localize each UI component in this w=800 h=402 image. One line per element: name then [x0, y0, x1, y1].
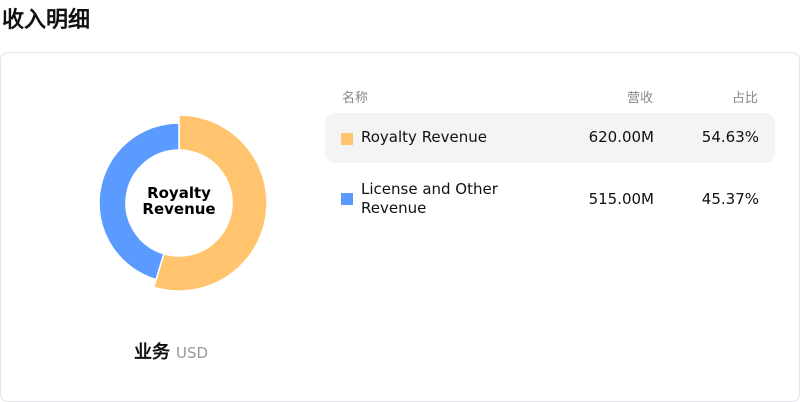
- row-share: 54.63%: [701, 128, 759, 146]
- table-row[interactable]: License and Other Revenue 515.00M 45.37%: [325, 173, 775, 227]
- row-revenue: 515.00M: [588, 190, 654, 208]
- legend-swatch: [341, 193, 353, 205]
- business-label: 业务 USD: [134, 338, 208, 364]
- header-revenue: 营收: [627, 91, 654, 106]
- donut-slice[interactable]: [98, 122, 180, 281]
- page-title: 收入明细: [2, 8, 91, 33]
- row-name: Royalty Revenue: [361, 128, 488, 146]
- header-share: 占比: [732, 91, 759, 106]
- legend-swatch: [341, 133, 353, 145]
- donut-center-label: Royalty Revenue: [142, 184, 216, 218]
- row-revenue: 620.00M: [588, 128, 654, 146]
- header-name: 名称: [342, 91, 369, 106]
- donut-slice[interactable]: [152, 114, 268, 292]
- currency-label: USD: [176, 344, 209, 362]
- row-share: 45.37%: [701, 190, 759, 208]
- row-name: License and Other Revenue: [361, 180, 498, 217]
- business-title: 业务: [134, 342, 170, 363]
- table-row[interactable]: Royalty Revenue 620.00M 54.63%: [325, 113, 775, 163]
